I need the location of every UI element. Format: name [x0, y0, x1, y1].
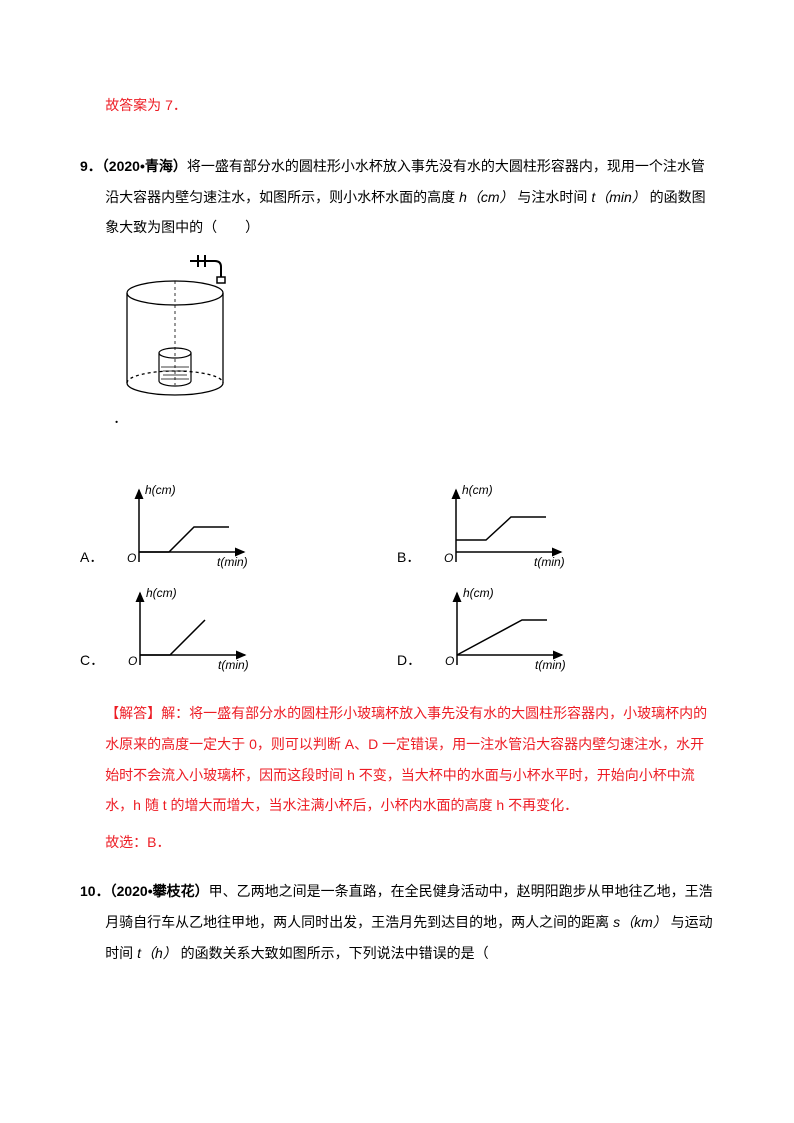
chart-a-ylabel: h(cm) — [145, 483, 176, 497]
q9-option-c: C． h(cm) t(min) O — [80, 585, 397, 680]
q9-source: （2020•青海） — [102, 158, 187, 174]
chart-d-origin: O — [445, 654, 454, 668]
q9-option-a: A． h(cm) t(min) O — [80, 482, 397, 577]
q9-optA-label: A． — [80, 542, 103, 577]
q10-source: （2020•攀枝花） — [110, 883, 209, 899]
q10-number: 10． — [80, 883, 110, 899]
chart-a: h(cm) t(min) O — [109, 482, 259, 577]
q10-unit-t: （h） — [141, 945, 177, 961]
q9-figure: ． — [105, 253, 714, 434]
q9-optD-label: D． — [397, 645, 421, 680]
chart-a-origin: O — [127, 551, 136, 565]
figure-period: ． — [113, 410, 127, 426]
q9-sol-label: 【解答】 — [105, 705, 161, 721]
q9-mid: 与注水时间 — [514, 189, 592, 205]
q9-option-d: D． h(cm) t(min) O — [397, 585, 714, 680]
q9-choice: 故选：B． — [80, 827, 714, 858]
q9-options-row1: A． h(cm) t(min) O B． h( — [80, 482, 714, 577]
chart-c-xlabel: t(min) — [218, 658, 249, 672]
chart-c-ylabel: h(cm) — [146, 586, 177, 600]
q9-stem: 9．（2020•青海）将一盛有部分水的圆柱形小水杯放入事先没有水的大圆柱形容器内… — [80, 151, 714, 243]
q9-sol-text: 解：将一盛有部分水的圆柱形小玻璃杯放入事先没有水的大圆柱形容器内，小玻璃杯内的水… — [105, 705, 707, 813]
q9-option-b: B． h(cm) t(min) O — [397, 482, 714, 577]
q9-optC-label: C． — [80, 645, 104, 680]
chart-d: h(cm) t(min) O — [427, 585, 577, 680]
chart-b: h(cm) t(min) O — [426, 482, 576, 577]
chart-d-ylabel: h(cm) — [463, 586, 494, 600]
q9-var-h: h — [459, 189, 467, 205]
q10-unit-s: （km） — [620, 914, 667, 930]
chart-b-ylabel: h(cm) — [462, 483, 493, 497]
q10-text2: 的函数关系大致如图所示，下列说法中错误的是（ — [177, 945, 489, 961]
prev-answer: 故答案为 7． — [80, 90, 714, 121]
jar-svg — [105, 253, 245, 403]
q10-stem: 10．（2020•攀枝花）甲、乙两地之间是一条直路，在全民健身活动中，赵明阳跑步… — [80, 876, 714, 968]
chart-d-xlabel: t(min) — [535, 658, 566, 672]
chart-a-xlabel: t(min) — [217, 555, 248, 569]
q9-unit-h: （cm） — [467, 189, 514, 205]
q9-solution: 【解答】解：将一盛有部分水的圆柱形小玻璃杯放入事先没有水的大圆柱形容器内，小玻璃… — [80, 698, 714, 821]
q9-unit-t: （min） — [595, 189, 646, 205]
chart-c-origin: O — [128, 654, 137, 668]
q9-options-row2: C． h(cm) t(min) O D． h( — [80, 585, 714, 680]
q9-number: 9． — [80, 158, 102, 174]
chart-b-xlabel: t(min) — [534, 555, 565, 569]
chart-c: h(cm) t(min) O — [110, 585, 260, 680]
chart-b-origin: O — [444, 551, 453, 565]
q9-optB-label: B． — [397, 542, 420, 577]
